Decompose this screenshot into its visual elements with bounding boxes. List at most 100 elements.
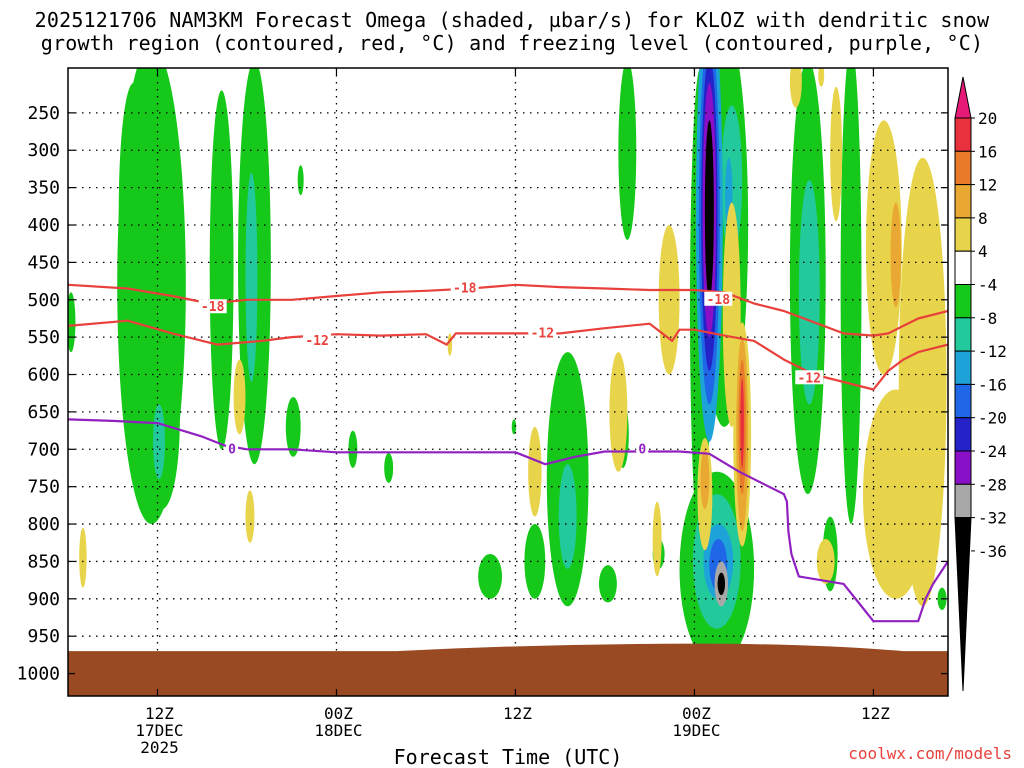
omega-region — [618, 68, 637, 240]
colorbar-band — [954, 284, 972, 319]
omega-region — [830, 86, 843, 222]
colorbar-band — [954, 317, 972, 352]
omega-shading-layer — [68, 68, 947, 667]
contour-label: 0 — [638, 442, 646, 457]
omega-region — [524, 524, 546, 599]
omega-region — [740, 378, 744, 468]
omega-region — [598, 565, 617, 603]
omega-region — [233, 359, 246, 435]
colorbar-label: -4 — [978, 276, 997, 295]
colorbar-band — [954, 117, 972, 152]
contour-label-background — [303, 332, 332, 347]
omega-region — [478, 553, 503, 599]
omega-region — [209, 90, 234, 450]
omega-region — [79, 527, 87, 588]
omega-region — [700, 449, 710, 510]
omega-region — [818, 68, 825, 87]
omega-region — [558, 464, 577, 569]
omega-region — [619, 389, 627, 450]
ground-surface — [68, 643, 948, 696]
omega-region — [245, 172, 258, 382]
colorbar-bottom-arrow — [954, 517, 972, 692]
contour-layer: -18 -18 -18 -12 -12 -12 0 0 — [68, 280, 948, 623]
colorbar-band — [954, 217, 972, 252]
omega-region — [245, 490, 255, 543]
colorbar-band — [954, 150, 972, 186]
colorbar-label: -20 — [978, 409, 1007, 428]
colorbar-label: 16 — [978, 142, 997, 161]
y-tick-label: 650 — [27, 402, 60, 423]
contour-label: -18 — [453, 282, 477, 297]
contour-label: 0 — [228, 442, 236, 457]
contour-label: -12 — [798, 371, 821, 386]
x-tick-label: 17DEC — [135, 721, 183, 740]
source-credit: coolwx.com/models — [848, 744, 1012, 763]
omega-region — [153, 404, 165, 480]
colorbar-label: 12 — [978, 176, 997, 195]
plot-frame — [67, 67, 949, 697]
y-tick-label: 1000 — [17, 664, 60, 685]
colorbar-label: 20 — [978, 109, 997, 128]
ground-layer — [68, 643, 948, 696]
omega-region — [840, 68, 862, 524]
colorbar-band — [954, 250, 972, 285]
colorbar-label: -24 — [978, 442, 1007, 461]
colorbar-label: -16 — [978, 375, 1007, 394]
axes-layer: 250 300 350 400 450 500 550 600 650 700 750 800 850 9… — [17, 68, 948, 757]
contour-label-background — [528, 325, 557, 340]
omega-region — [704, 120, 714, 300]
omega-region — [528, 426, 542, 517]
omega-region — [297, 165, 304, 196]
colorbar-top-arrow — [954, 76, 972, 119]
y-tick-label: 900 — [27, 589, 60, 610]
contour-label-background — [226, 441, 239, 456]
y-tick-label: 950 — [27, 626, 60, 647]
x-axis-label: Forecast Time (UTC) — [394, 745, 623, 768]
y-tick-label: 400 — [27, 215, 60, 236]
omega-region — [118, 82, 149, 338]
x-tick-label: 00Z — [324, 704, 353, 723]
colorbar-band — [954, 383, 972, 419]
contour-label-background — [636, 441, 649, 456]
x-tick-label: 2025 — [140, 738, 179, 757]
colorbar-label: -28 — [978, 475, 1007, 494]
y-tick-label: 450 — [27, 252, 60, 273]
colorbar-label: -12 — [978, 342, 1007, 361]
x-tick-label: 12Z — [861, 704, 890, 723]
contour-label-background — [704, 291, 733, 306]
contour-label: -18 — [201, 300, 225, 315]
x-tick-label: 19DEC — [672, 721, 720, 740]
contour-label: -12 — [531, 326, 554, 341]
x-tick-label: 18DEC — [314, 721, 362, 740]
contour-line — [68, 418, 948, 623]
y-tick-label: 750 — [27, 477, 60, 498]
colorbar-band — [954, 483, 972, 519]
omega-region — [652, 501, 662, 577]
chart-title-line-1: 2025121706 NAM3KM Forecast Omega (shaded… — [34, 8, 990, 32]
y-tick-label: 800 — [27, 514, 60, 535]
colorbar-label: -32 — [978, 509, 1007, 528]
colorbar: 20 16 12 8 4 -4 -8 -12 -16 -20 -24 -28 -32 -36 — [954, 76, 1007, 692]
y-tick-label: 700 — [27, 439, 60, 460]
y-tick-label: 250 — [27, 103, 60, 124]
contour-line — [68, 319, 948, 391]
contour-label: -12 — [305, 334, 328, 349]
omega-region — [816, 539, 835, 584]
colorbar-label: 8 — [978, 209, 988, 228]
omega-region — [447, 333, 453, 356]
omega-region — [717, 572, 726, 596]
colorbar-band — [954, 350, 972, 385]
chart-title-line-2: growth region (contoured, red, °C) and f… — [40, 31, 984, 55]
y-tick-label: 350 — [27, 178, 60, 199]
omega-region — [658, 225, 680, 375]
omega-region — [789, 68, 802, 108]
colorbar-label: -8 — [978, 309, 997, 328]
colorbar-band — [954, 450, 972, 485]
colorbar-band — [954, 417, 972, 452]
y-tick-label: 300 — [27, 140, 60, 161]
omega-region — [511, 419, 517, 435]
contour-line — [68, 283, 948, 337]
y-tick-label: 600 — [27, 365, 60, 386]
y-tick-label: 500 — [27, 290, 60, 311]
